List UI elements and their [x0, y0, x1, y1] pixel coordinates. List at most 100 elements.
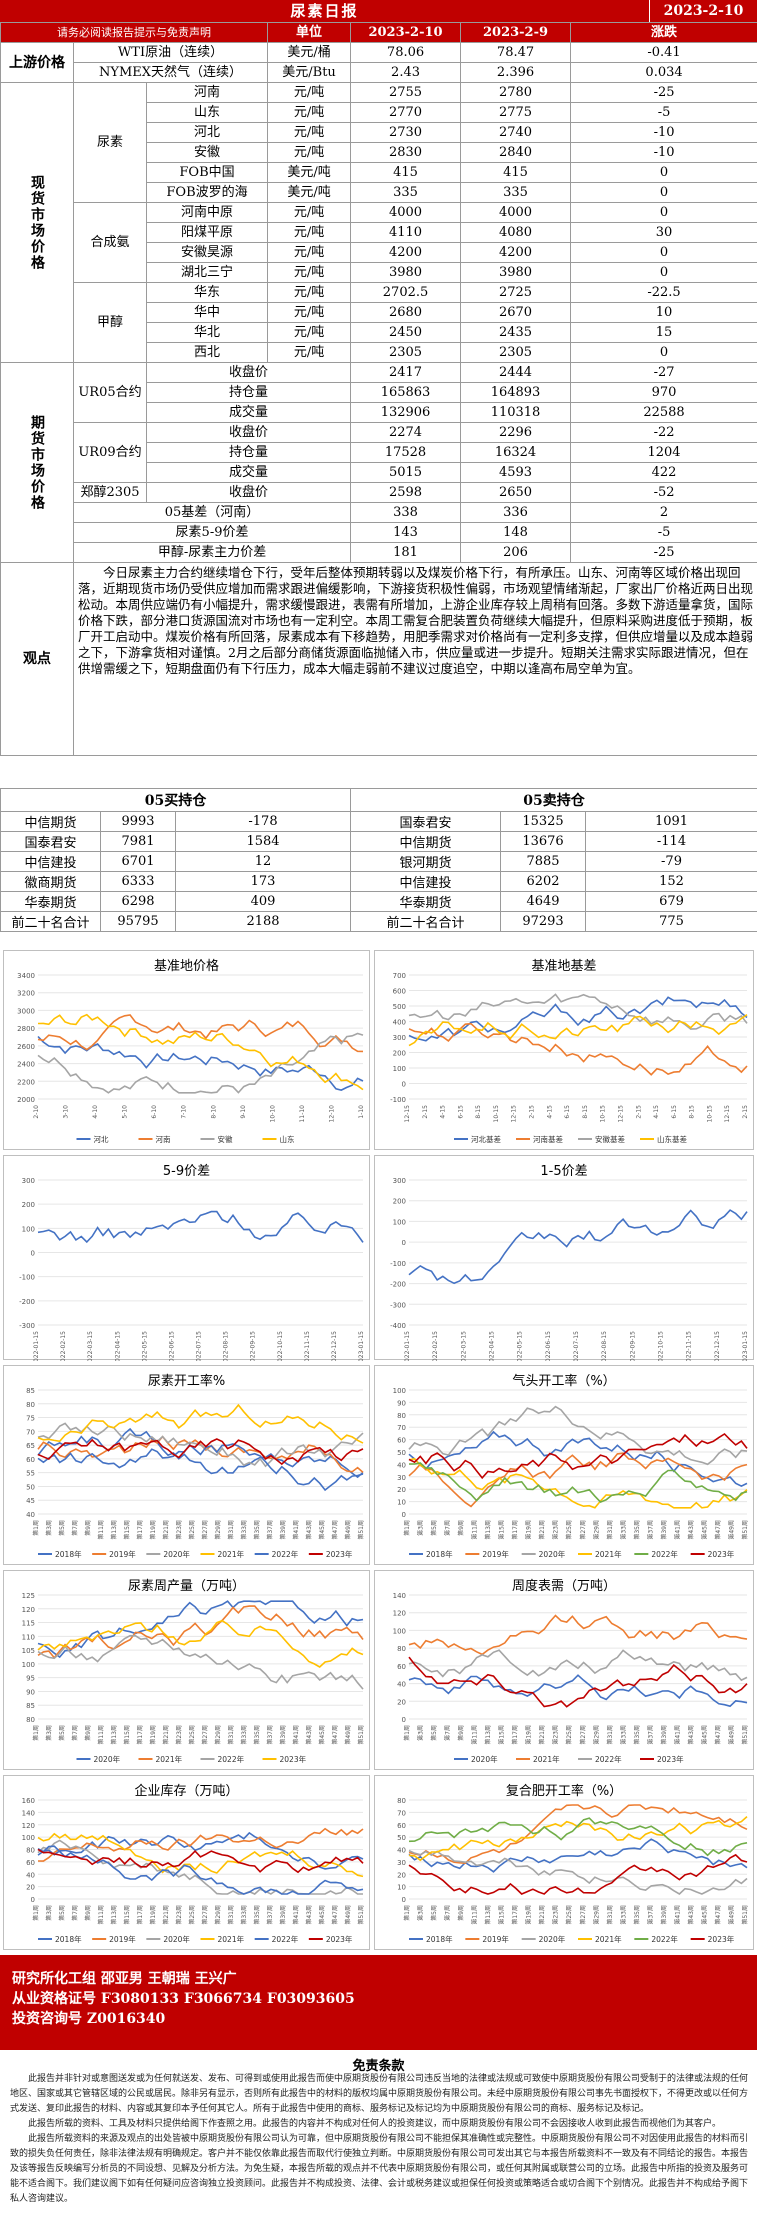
y-tick-label: -200 [19, 1298, 35, 1306]
chart-title: 企业库存（万吨） [134, 1784, 239, 1799]
y-tick-label: 0 [31, 1896, 35, 1904]
futures-row: 成交量 5015 4593 422 [1, 462, 757, 483]
upstream-row: NYMEX天然气（连续） 美元/Btu 2.43 2.396 0.034 [1, 62, 757, 83]
chart-panel: 周度表需（万吨） 140 120 100 80 60 40 20 0 第1周 第3周 第5周 第7周 第9… [374, 1570, 754, 1770]
y-tick-label: 80 [26, 1401, 35, 1409]
y-tick-label: 100 [22, 1661, 35, 1669]
item-unit: 美元/吨 [267, 182, 352, 203]
chart-panel: 复合肥开工率（%） 80 70 60 50 40 30 20 10 0 第1周 第3周 第5周 第7周 第9… [374, 1775, 754, 1950]
x-tick-label: 第21周 [538, 1520, 546, 1540]
y-tick-label: 100 [22, 1225, 35, 1233]
value-prev: 2840 [460, 142, 572, 163]
x-tick-label: 第33周 [619, 1905, 627, 1925]
legend-label: 2022年 [651, 1934, 678, 1944]
value-change: 1204 [570, 442, 757, 463]
y-tick-label: 90 [26, 1688, 35, 1696]
position-change: 409 [175, 891, 351, 912]
spot-row: 山东 元/吨 2770 2775 -5 [1, 102, 757, 123]
x-tick-label: 第23周 [175, 1520, 183, 1540]
item-unit: 美元/桶 [267, 42, 352, 63]
item-unit: 美元/Btu [267, 62, 352, 83]
value-prev: 2305 [460, 342, 572, 363]
value-prev: 2725 [460, 282, 572, 303]
x-tick-label: 12-15 [724, 1105, 731, 1123]
x-tick-label: 第1周 [32, 1520, 40, 1536]
legend-label: 2020年 [163, 1934, 190, 1944]
series-line [37, 1427, 364, 1479]
x-tick-label: 2022-03-15 [460, 1331, 467, 1361]
value-change: 0.034 [570, 62, 757, 83]
item-unit: 元/吨 [267, 302, 352, 323]
series-line [408, 1649, 748, 1682]
value-change: 0 [570, 342, 757, 363]
x-tick-label: 第45周 [318, 1520, 326, 1540]
broker-name: 华泰期货 [350, 891, 501, 912]
legend-label: 2019年 [482, 1549, 509, 1559]
x-tick-label: 第39周 [660, 1520, 668, 1540]
y-tick-label: 40 [397, 1461, 406, 1469]
x-tick-label: 2022-05-15 [517, 1331, 524, 1361]
item-unit: 元/吨 [267, 282, 352, 303]
series-line [408, 1853, 748, 1895]
disclaimer-p3: 此报告所载资料的来源及观点的出处皆被中原期货股份有限公司认为可靠，但中原期货股份… [10, 2134, 749, 2204]
x-tick-label: 第25周 [565, 1905, 573, 1925]
x-tick-label: 6-15 [671, 1105, 678, 1119]
chart-panel: 尿素开工率% 85 80 75 70 65 60 55 50 45 40 第1周 第3周 第5周 第7周 第9… [3, 1365, 370, 1565]
series-line [408, 1817, 748, 1857]
item-unit: 元/吨 [267, 262, 352, 283]
x-tick-label: 第31周 [606, 1520, 614, 1540]
contract-label: UR05合约 [73, 362, 147, 423]
series-line [37, 1605, 364, 1659]
y-tick-label: 45 [26, 1497, 35, 1505]
x-tick-label: 第11周 [97, 1905, 105, 1925]
value-today: 335 [350, 182, 462, 203]
header-row: 请务必阅读报告提示与免责声明 单位 2023-2-10 2023-2-9 涨跌 [0, 22, 757, 43]
value-today: 3980 [350, 262, 462, 283]
position-change: 173 [175, 871, 351, 892]
value-change: 0 [570, 202, 757, 223]
x-tick-label: 2022-09-15 [629, 1331, 636, 1361]
x-tick-label: 第7周 [444, 1520, 452, 1536]
legend-label: 2021年 [218, 1549, 245, 1559]
x-tick-label: 2022-09-15 [250, 1331, 257, 1361]
item-unit: 元/吨 [267, 202, 352, 223]
x-tick-label: 第1周 [403, 1520, 411, 1536]
value-prev: 16324 [460, 442, 572, 463]
y-tick-label: 700 [393, 972, 406, 980]
x-tick-label: 2022-03-15 [87, 1331, 94, 1361]
x-tick-label: 第27周 [201, 1725, 209, 1745]
value-change: 15 [570, 322, 757, 343]
legend-label: 河南基差 [533, 1134, 563, 1144]
x-tick-label: 第37周 [266, 1725, 274, 1745]
y-tick-label: 40 [26, 1871, 35, 1879]
x-tick-label: 4-15 [440, 1105, 447, 1119]
position-value: 6202 [500, 871, 586, 892]
spot-row: 合成氨 河南中原 元/吨 4000 4000 0 [1, 202, 757, 283]
futures-row: 成交量 132906 110318 22588 [1, 402, 757, 423]
y-tick-label: 100 [393, 1627, 406, 1635]
series-line [409, 1462, 748, 1504]
positions-row: 中信期货 9993 -178 国泰君安 15325 1091 [0, 811, 757, 832]
x-tick-label: 第19周 [525, 1905, 533, 1925]
broker-name: 中信期货 [0, 811, 101, 832]
value-today: 415 [350, 162, 462, 183]
x-tick-label: 第1周 [32, 1725, 40, 1741]
item-name: 尿素5-9价差 [72, 522, 352, 543]
y-tick-label: -300 [390, 1301, 406, 1309]
x-tick-label: 第25周 [188, 1725, 196, 1745]
x-tick-label: 第9周 [84, 1725, 92, 1741]
x-tick-label: 第35周 [633, 1725, 641, 1745]
positions-row: 中信建投 6701 12 银河期货 7885 -79 [0, 851, 757, 872]
report-date: 2023-2-10 [649, 0, 757, 22]
value-prev: 4200 [460, 242, 572, 263]
x-tick-label: 第33周 [619, 1520, 627, 1540]
chart-panel: 1-5价差 300 200 100 0 -100 -200 -300 -400 2022-01-1… [374, 1155, 754, 1361]
col-unit: 单位 [267, 22, 352, 43]
x-tick-label: 第23周 [552, 1905, 560, 1925]
disclaimer-p1: 此报告并非针对或意图送发或为任何就送发、发布、可得到或使用此报告而使中原期货股份… [10, 2074, 749, 2114]
view-text: 今日尿素主力合约继续增仓下行，受年后整体预期转弱以及煤炭价格下行，有所承压。山东… [72, 562, 757, 756]
x-tick-label: 第3周 [45, 1520, 53, 1536]
long-title: 05买持仓 [0, 788, 351, 812]
y-tick-label: 115 [22, 1620, 35, 1628]
